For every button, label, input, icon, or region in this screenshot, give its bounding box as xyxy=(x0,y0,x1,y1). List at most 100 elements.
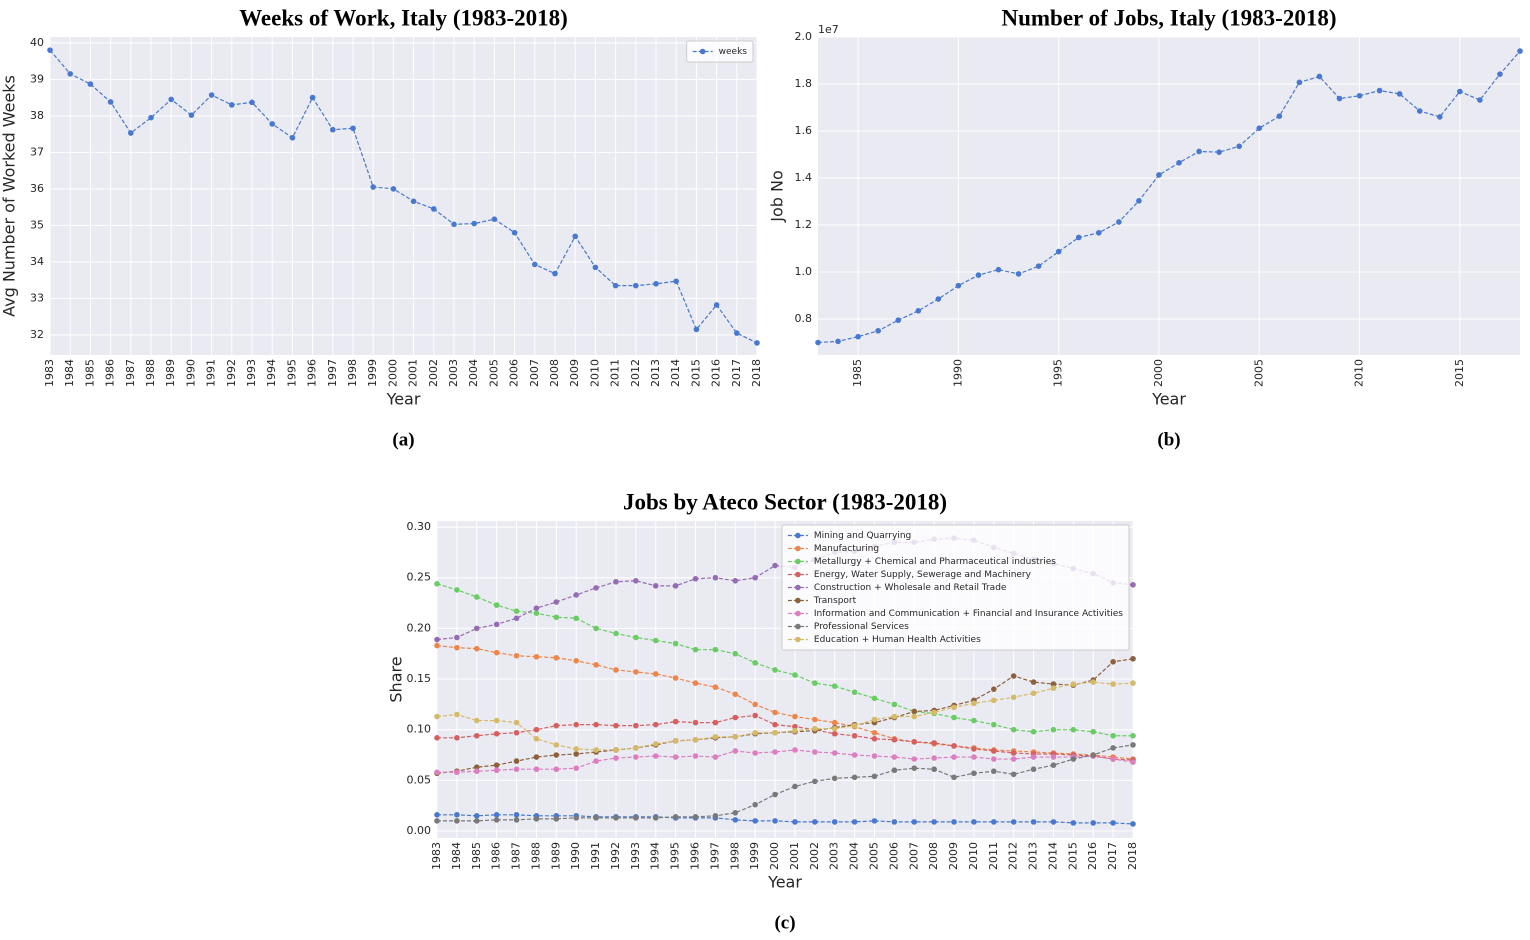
point xyxy=(851,774,858,781)
point xyxy=(1156,172,1162,178)
legend-marker xyxy=(795,610,801,617)
point xyxy=(991,697,997,704)
point xyxy=(434,581,440,587)
point xyxy=(851,722,858,729)
point xyxy=(935,296,942,302)
point xyxy=(1070,756,1077,762)
x-tick-label: 1999 xyxy=(748,842,761,870)
point xyxy=(573,592,579,598)
point xyxy=(573,658,579,664)
point xyxy=(672,814,679,820)
x-tick-label: 1989 xyxy=(164,359,177,387)
series-line xyxy=(49,49,758,344)
point xyxy=(772,667,778,673)
x-tick-label: 2015 xyxy=(1066,842,1079,870)
point xyxy=(493,621,500,628)
point xyxy=(493,811,500,818)
point xyxy=(1256,125,1263,131)
point xyxy=(672,738,679,744)
point xyxy=(911,756,918,762)
legend-marker xyxy=(795,571,801,578)
point xyxy=(533,605,540,611)
point xyxy=(752,712,758,719)
point xyxy=(553,742,560,748)
point xyxy=(692,753,699,759)
x-tick-label: 2008 xyxy=(927,842,940,870)
point xyxy=(1130,742,1136,748)
point xyxy=(1130,759,1136,765)
point xyxy=(871,695,878,702)
legend-marker xyxy=(795,545,801,552)
point xyxy=(692,575,699,582)
x-tick-label: 2012 xyxy=(629,359,642,387)
point xyxy=(533,610,540,616)
point xyxy=(1010,771,1017,778)
x-tick-label: 1998 xyxy=(346,359,359,387)
x-tick-label: 2004 xyxy=(848,842,861,870)
x-tick-label: 2016 xyxy=(710,359,723,387)
point xyxy=(1336,95,1343,102)
point xyxy=(1517,48,1523,54)
point xyxy=(434,735,440,741)
x-tick-label: 2013 xyxy=(1027,842,1040,870)
x-tick-label: 1984 xyxy=(63,359,76,387)
x-tick-label: 1992 xyxy=(609,842,622,870)
y-tick-label: 0.30 xyxy=(407,520,432,533)
point xyxy=(593,758,599,764)
x-tick-label: 2002 xyxy=(808,842,821,870)
point xyxy=(633,754,639,760)
point xyxy=(991,756,997,762)
point xyxy=(87,81,94,87)
x-tick-label: 2016 xyxy=(1086,842,1099,870)
point xyxy=(831,719,838,726)
point xyxy=(493,817,500,823)
point xyxy=(434,713,440,720)
series-line xyxy=(436,645,1134,760)
point xyxy=(434,818,440,824)
point xyxy=(613,755,619,761)
series-line xyxy=(436,583,1133,737)
legend-marker xyxy=(699,48,706,55)
point xyxy=(410,198,417,205)
point xyxy=(931,755,937,761)
point xyxy=(812,716,818,723)
point xyxy=(712,733,719,740)
legend: weeks xyxy=(686,40,754,63)
point xyxy=(532,261,538,268)
point xyxy=(1030,690,1037,697)
point xyxy=(831,819,838,825)
point xyxy=(891,737,898,743)
x-tick-label: 1989 xyxy=(549,842,562,870)
point xyxy=(47,47,53,53)
point xyxy=(855,333,861,340)
point xyxy=(493,602,500,608)
x-tick-label: 1985 xyxy=(83,359,96,387)
point xyxy=(911,739,918,745)
point xyxy=(1030,819,1037,825)
x-tick-label: 2010 xyxy=(588,359,601,387)
point xyxy=(350,125,356,132)
point xyxy=(652,741,659,747)
series-line xyxy=(437,744,1134,822)
y-tick-label: 34 xyxy=(30,255,44,268)
point xyxy=(553,722,560,729)
point xyxy=(752,750,758,756)
point xyxy=(493,767,500,774)
point xyxy=(692,737,699,743)
chart: 1985 1990 1995 2000 2005 2010 2015 0.8 1.0 1.2 1.4… xyxy=(768,5,1523,450)
axis-offset: 1e7 xyxy=(818,23,839,36)
point xyxy=(1356,92,1363,99)
point xyxy=(971,700,977,707)
x-tick-label: 2002 xyxy=(427,359,440,387)
series-line xyxy=(437,749,1134,773)
point xyxy=(1110,732,1116,739)
point xyxy=(951,819,957,825)
point xyxy=(633,577,639,584)
point xyxy=(1010,750,1017,756)
x-tick-label: 2003 xyxy=(447,359,460,387)
x-tick-label: 1996 xyxy=(306,359,319,387)
point xyxy=(67,71,73,77)
x-tick-label: 2000 xyxy=(768,842,781,870)
x-tick-label: 1992 xyxy=(225,359,238,387)
point xyxy=(473,645,480,652)
